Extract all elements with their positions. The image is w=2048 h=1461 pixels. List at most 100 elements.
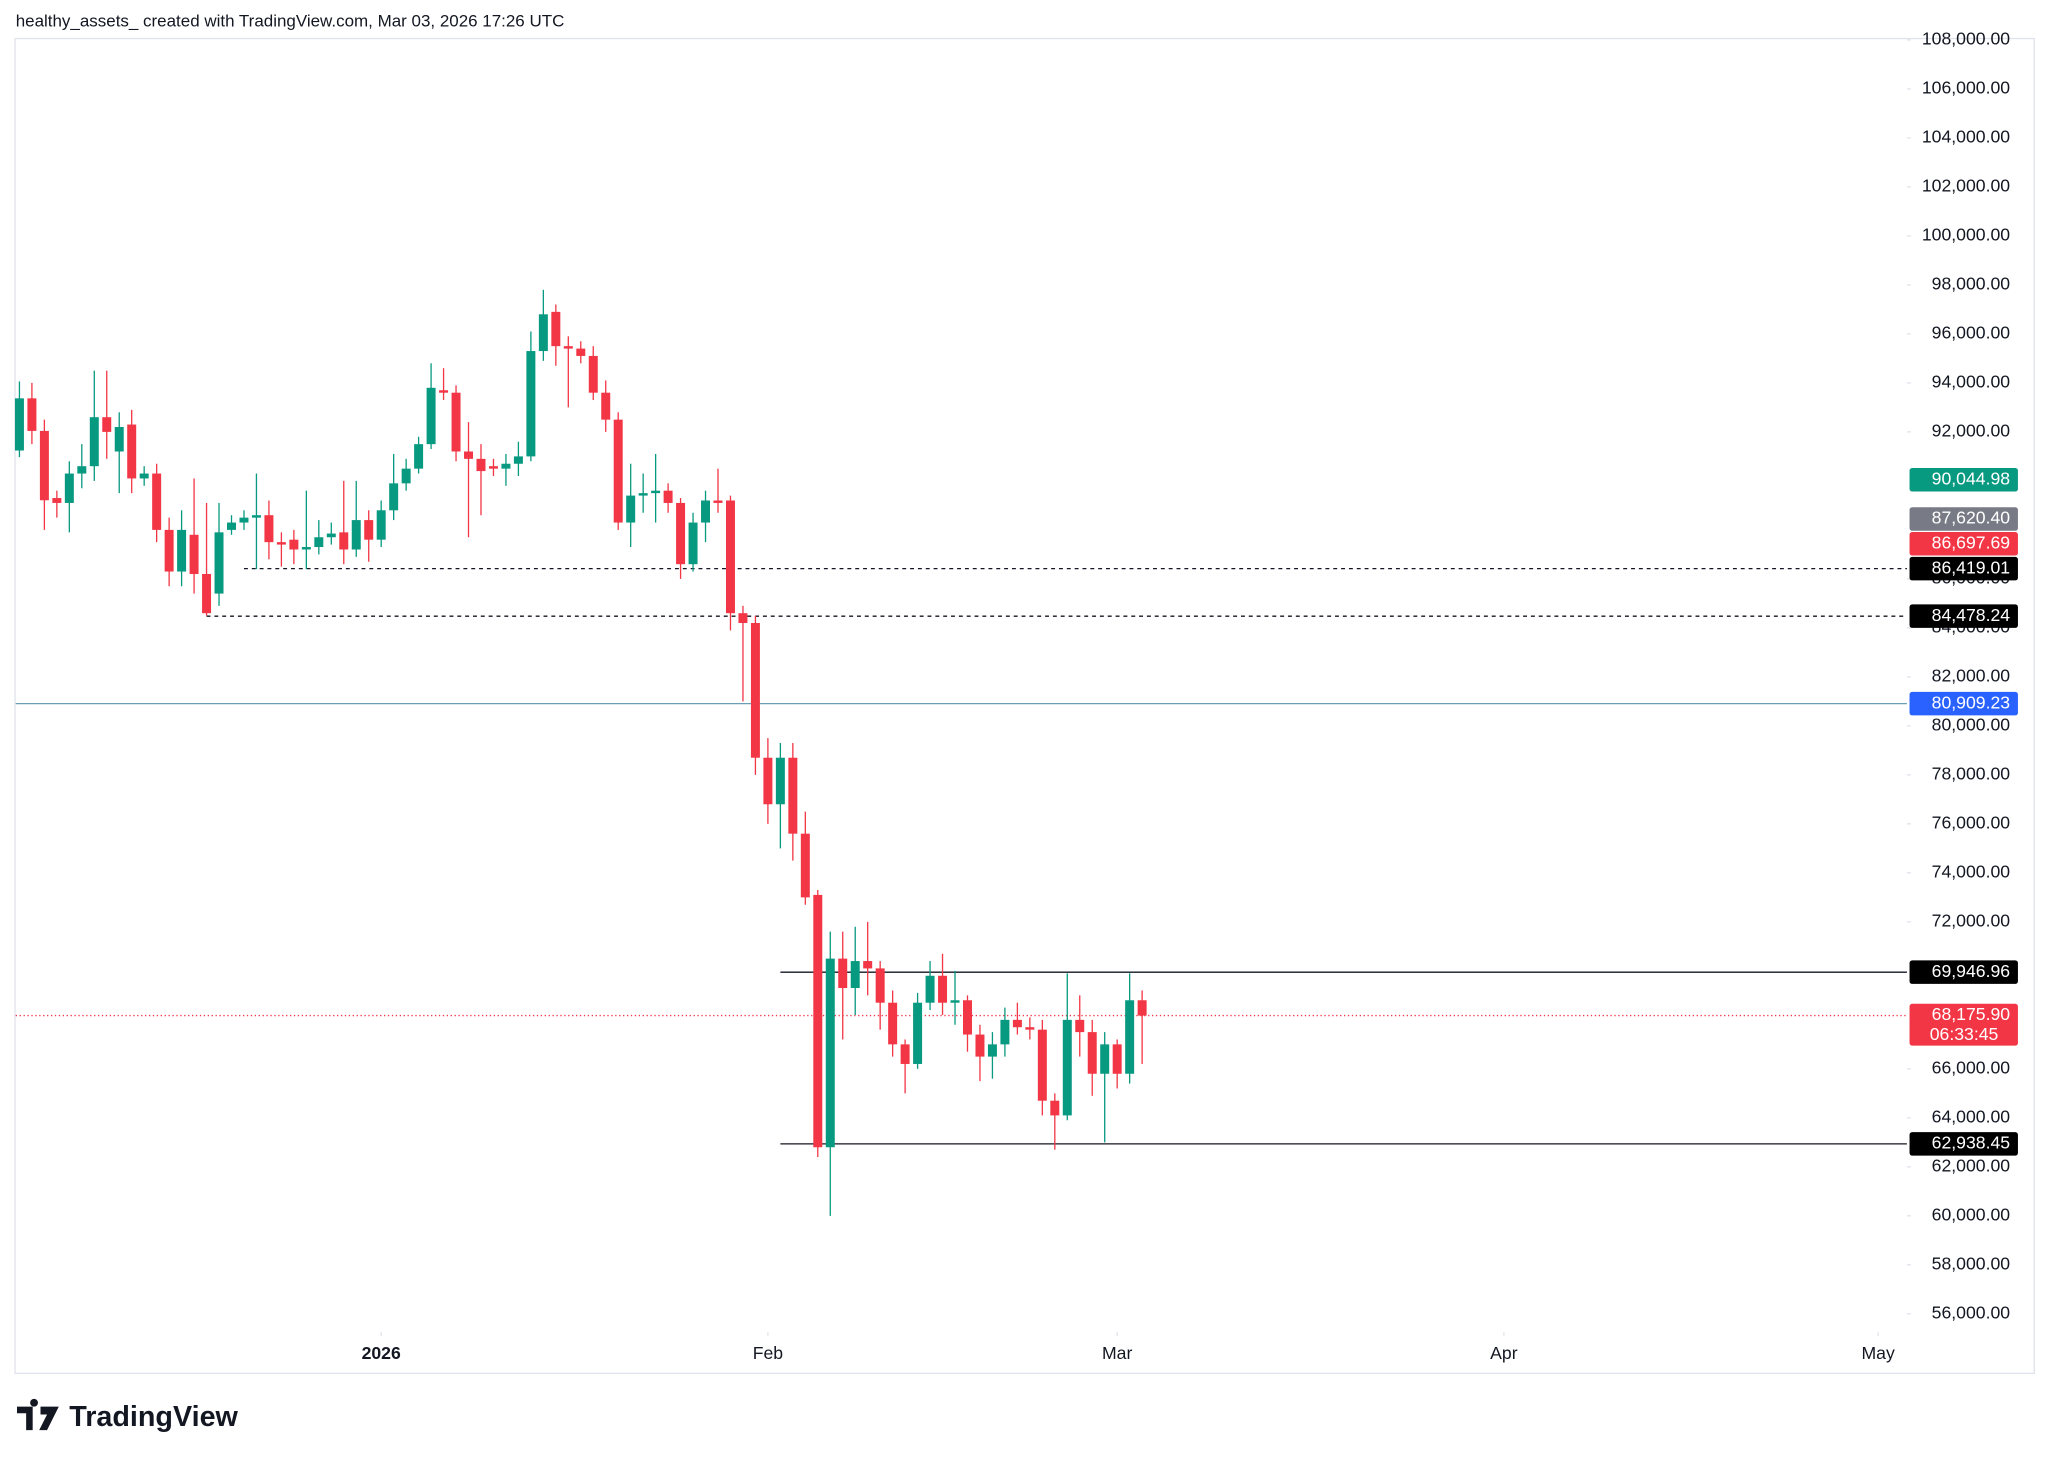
x-tick-label: Mar <box>1102 1343 1132 1363</box>
candle <box>251 473 261 570</box>
candle-body <box>264 515 274 543</box>
candle-body <box>351 520 361 550</box>
candle <box>77 444 87 489</box>
candle <box>1037 1019 1047 1116</box>
candle <box>351 480 361 557</box>
candle <box>676 498 686 579</box>
candle-body <box>913 1002 923 1064</box>
candle <box>488 458 498 476</box>
candle-body <box>701 500 711 523</box>
candle <box>1125 973 1135 1084</box>
candle-body <box>139 473 149 479</box>
candle <box>1087 1019 1097 1096</box>
y-tick-label: 98,000.00 <box>1932 274 2011 294</box>
logo: TradingView <box>16 1398 239 1433</box>
candle <box>688 512 698 572</box>
candle-body <box>513 456 523 464</box>
candle <box>975 1024 985 1082</box>
candle-body <box>376 510 386 540</box>
y-tick-label: 56,000.00 <box>1932 1303 2011 1323</box>
candle <box>1112 1039 1122 1089</box>
candle <box>526 331 536 462</box>
candle-body <box>725 500 735 614</box>
candle-body <box>576 348 586 356</box>
candle-body <box>987 1044 997 1057</box>
candle-body <box>127 424 137 479</box>
candle-body <box>64 473 74 503</box>
candle-body <box>326 533 336 538</box>
candle <box>651 453 661 523</box>
y-tick-label: 106,000.00 <box>1922 78 2010 98</box>
candle-body <box>1075 1019 1085 1033</box>
candle-body <box>1025 1027 1035 1030</box>
candle <box>1050 1093 1060 1150</box>
y-tick-label: 94,000.00 <box>1932 372 2011 392</box>
candle <box>89 370 99 481</box>
candle <box>301 490 311 570</box>
candle-body <box>1087 1032 1097 1074</box>
candle-body <box>439 390 449 393</box>
price-label-box <box>1909 507 2018 531</box>
candle <box>501 453 511 486</box>
candle <box>289 529 299 565</box>
candle-body <box>501 463 511 469</box>
candle-body <box>900 1044 910 1064</box>
price-label: 84,478.24 <box>1932 605 2011 625</box>
y-tick-label: 78,000.00 <box>1932 764 2011 784</box>
candle-body <box>938 975 948 1003</box>
candle <box>888 990 898 1057</box>
candle-body <box>214 532 224 594</box>
candle-body <box>825 958 835 1148</box>
candle <box>239 510 249 530</box>
candle-body <box>251 515 261 518</box>
candle-body <box>114 426 124 452</box>
candle <box>838 931 848 1040</box>
price-label-box <box>1909 1003 2018 1046</box>
candle <box>563 336 573 408</box>
candle-body <box>227 522 236 530</box>
candle <box>451 385 461 462</box>
candle-body <box>364 520 374 540</box>
candle-body <box>339 532 349 550</box>
candle <box>938 953 948 1015</box>
candle <box>788 743 798 861</box>
candle <box>214 502 224 606</box>
y-tick-label: 58,000.00 <box>1932 1254 2011 1274</box>
candle <box>364 510 374 562</box>
candle-body <box>451 392 461 452</box>
y-tick-label: 102,000.00 <box>1922 176 2010 196</box>
y-tick-label: 92,000.00 <box>1932 421 2011 441</box>
price-label-box <box>1909 604 2018 628</box>
price-label: 90,044.98 <box>1932 468 2011 488</box>
candle <box>825 931 835 1216</box>
candle <box>1012 1002 1022 1035</box>
candle <box>189 478 199 594</box>
candle <box>476 444 486 516</box>
candle-body <box>775 757 785 805</box>
candle-body <box>301 547 311 550</box>
y-tick-label: 74,000.00 <box>1932 862 2011 882</box>
x-tick-label: May <box>1861 1343 1894 1363</box>
candle <box>464 422 474 538</box>
candle-body <box>800 833 810 898</box>
candle <box>750 615 760 775</box>
x-tick-label: Feb <box>753 1343 784 1363</box>
candle-body <box>750 622 760 758</box>
y-tick-label: 66,000.00 <box>1932 1058 2011 1078</box>
y-tick-label: 64,000.00 <box>1932 1107 2011 1127</box>
header-text: healthy_assets_ created with TradingView… <box>16 12 565 31</box>
candle <box>538 289 548 361</box>
candle <box>900 1039 910 1094</box>
candle-body <box>152 473 162 530</box>
candle-body <box>276 542 286 545</box>
x-tick-label: Apr <box>1490 1343 1518 1363</box>
candle <box>738 605 748 702</box>
candle-body <box>962 1000 972 1035</box>
candle <box>663 483 673 513</box>
price-label: 86,697.69 <box>1932 532 2010 552</box>
y-tick-label: 60,000.00 <box>1932 1205 2011 1225</box>
chart-frame <box>14 37 2035 1375</box>
candle <box>376 500 386 548</box>
